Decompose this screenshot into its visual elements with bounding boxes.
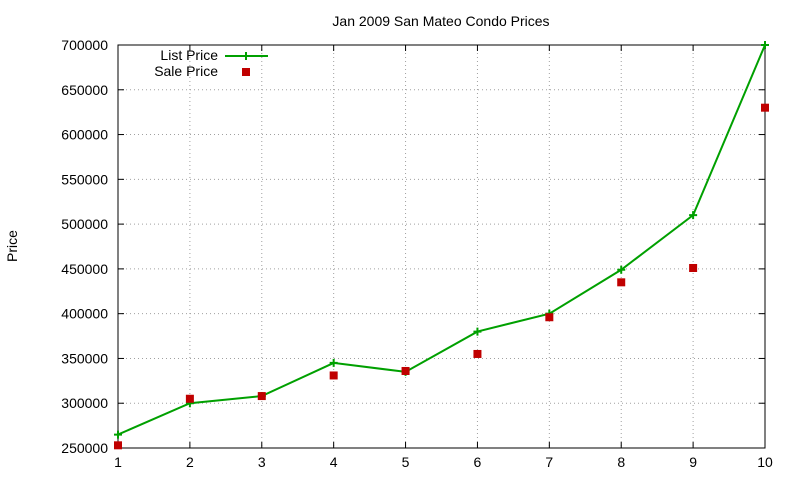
x-axis-tick-labels: 1 2 3 4 5 6 7 8 9 10 bbox=[114, 454, 773, 470]
plot-area-border bbox=[117, 44, 766, 449]
y-tick-label: 550000 bbox=[61, 171, 108, 187]
y-tick-label: 300000 bbox=[61, 395, 108, 411]
y-tick-label: 650000 bbox=[61, 82, 108, 98]
x-tick-label: 10 bbox=[757, 454, 773, 470]
y-axis-label: Price bbox=[4, 230, 20, 262]
list-price-point bbox=[473, 327, 482, 336]
legend-swatch-sale-price-marker bbox=[242, 68, 250, 76]
list-price-point bbox=[689, 211, 698, 220]
x-tick-label: 8 bbox=[617, 454, 625, 470]
legend-label-sale-price: Sale Price bbox=[154, 63, 218, 79]
x-tick-label: 9 bbox=[689, 454, 697, 470]
grid bbox=[118, 45, 765, 448]
y-tick-label: 450000 bbox=[61, 261, 108, 277]
sale-price-point bbox=[617, 278, 626, 287]
legend: List Price Sale Price bbox=[154, 47, 268, 79]
y-axis-tick-labels: 250000 300000 350000 400000 450000 500000 5500… bbox=[61, 37, 108, 456]
y-tick-label: 500000 bbox=[61, 216, 108, 232]
y-tick-label: 600000 bbox=[61, 127, 108, 143]
sale-price-point bbox=[329, 371, 338, 380]
list-price-point bbox=[329, 358, 338, 367]
y-tick-label: 250000 bbox=[61, 440, 108, 456]
y-tick-label: 400000 bbox=[61, 306, 108, 322]
list-price-point bbox=[617, 265, 626, 274]
axis-ticks bbox=[117, 44, 766, 449]
y-tick-label: 350000 bbox=[61, 350, 108, 366]
x-tick-label: 7 bbox=[545, 454, 553, 470]
x-tick-label: 2 bbox=[186, 454, 194, 470]
sale-price-point bbox=[401, 366, 410, 375]
x-tick-label: 5 bbox=[402, 454, 410, 470]
x-tick-label: 4 bbox=[330, 454, 338, 470]
x-tick-label: 6 bbox=[474, 454, 482, 470]
x-tick-label: 1 bbox=[114, 454, 122, 470]
sale-price-point bbox=[545, 313, 554, 322]
sale-price-point bbox=[185, 394, 194, 403]
sale-price-point bbox=[761, 103, 769, 112]
series-layer bbox=[114, 41, 769, 450]
legend-swatch-list-price-marker bbox=[242, 52, 250, 60]
sale-price-point bbox=[257, 392, 266, 401]
chart-title: Jan 2009 San Mateo Condo Prices bbox=[332, 13, 549, 29]
y-tick-label: 700000 bbox=[61, 37, 108, 53]
list-price-point bbox=[761, 41, 769, 49]
sale-price-point bbox=[689, 263, 698, 272]
legend-label-list-price: List Price bbox=[160, 47, 218, 63]
list-price-line bbox=[117, 44, 766, 436]
x-tick-label: 3 bbox=[258, 454, 266, 470]
sale-price-point bbox=[114, 441, 122, 450]
sale-price-point bbox=[473, 349, 482, 358]
list-price-point bbox=[114, 430, 122, 439]
